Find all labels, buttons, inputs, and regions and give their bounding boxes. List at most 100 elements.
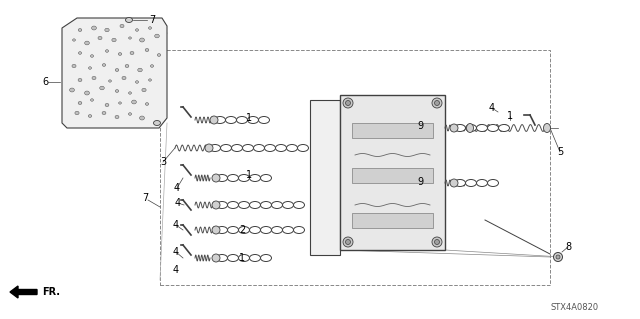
- Ellipse shape: [250, 174, 260, 182]
- Text: 1: 1: [239, 253, 245, 263]
- Text: STX4A0820: STX4A0820: [551, 303, 599, 313]
- Ellipse shape: [435, 240, 440, 244]
- Ellipse shape: [212, 254, 220, 262]
- Ellipse shape: [346, 240, 351, 244]
- Ellipse shape: [84, 91, 90, 95]
- Ellipse shape: [138, 68, 142, 72]
- Polygon shape: [62, 18, 167, 128]
- Ellipse shape: [477, 180, 488, 187]
- Ellipse shape: [209, 145, 221, 152]
- Ellipse shape: [232, 145, 243, 152]
- Ellipse shape: [454, 124, 465, 131]
- Ellipse shape: [212, 226, 220, 234]
- Ellipse shape: [287, 145, 298, 152]
- Ellipse shape: [118, 102, 122, 104]
- Ellipse shape: [250, 255, 260, 262]
- Ellipse shape: [260, 255, 271, 262]
- Ellipse shape: [132, 100, 136, 104]
- Ellipse shape: [253, 145, 264, 152]
- Ellipse shape: [260, 174, 271, 182]
- Ellipse shape: [239, 226, 250, 234]
- Text: 6: 6: [42, 77, 48, 87]
- Ellipse shape: [275, 145, 287, 152]
- Ellipse shape: [250, 226, 260, 234]
- Ellipse shape: [115, 115, 119, 119]
- Ellipse shape: [125, 18, 132, 23]
- Bar: [352, 168, 433, 183]
- Ellipse shape: [450, 124, 458, 132]
- Ellipse shape: [118, 53, 122, 56]
- Text: 4: 4: [173, 265, 179, 275]
- Ellipse shape: [92, 76, 96, 80]
- Text: 1: 1: [246, 113, 252, 123]
- Ellipse shape: [150, 65, 154, 67]
- Text: 8: 8: [565, 242, 571, 252]
- Ellipse shape: [282, 226, 294, 234]
- Ellipse shape: [346, 100, 351, 106]
- Text: 9: 9: [417, 177, 423, 187]
- FancyArrow shape: [10, 286, 37, 298]
- Ellipse shape: [115, 90, 118, 93]
- Ellipse shape: [136, 29, 138, 31]
- Ellipse shape: [264, 145, 275, 152]
- Ellipse shape: [488, 180, 499, 187]
- Ellipse shape: [78, 28, 82, 32]
- Ellipse shape: [221, 145, 232, 152]
- Ellipse shape: [78, 52, 82, 54]
- Ellipse shape: [145, 48, 149, 51]
- Ellipse shape: [105, 28, 109, 32]
- Ellipse shape: [98, 36, 102, 40]
- Ellipse shape: [227, 202, 239, 209]
- Ellipse shape: [212, 174, 220, 182]
- Ellipse shape: [90, 99, 93, 101]
- Bar: [352, 213, 433, 228]
- Ellipse shape: [216, 255, 227, 262]
- Ellipse shape: [227, 174, 239, 182]
- Ellipse shape: [210, 116, 218, 124]
- Ellipse shape: [467, 123, 474, 132]
- Ellipse shape: [148, 79, 152, 81]
- Ellipse shape: [72, 39, 76, 41]
- Ellipse shape: [154, 121, 161, 125]
- Ellipse shape: [239, 255, 250, 262]
- Ellipse shape: [130, 51, 134, 55]
- Ellipse shape: [227, 226, 239, 234]
- Bar: [352, 123, 433, 138]
- Ellipse shape: [298, 145, 308, 152]
- Ellipse shape: [125, 64, 129, 68]
- Ellipse shape: [205, 144, 213, 152]
- Ellipse shape: [78, 101, 82, 105]
- Text: 7: 7: [142, 193, 148, 203]
- Ellipse shape: [465, 124, 477, 131]
- Ellipse shape: [105, 103, 109, 107]
- Ellipse shape: [142, 88, 146, 92]
- Ellipse shape: [454, 180, 465, 187]
- Ellipse shape: [477, 124, 488, 131]
- Ellipse shape: [488, 124, 499, 131]
- Ellipse shape: [78, 78, 82, 82]
- Ellipse shape: [237, 116, 248, 123]
- Ellipse shape: [543, 123, 550, 132]
- Ellipse shape: [214, 116, 225, 123]
- Ellipse shape: [432, 98, 442, 108]
- Text: 4: 4: [173, 247, 179, 257]
- Ellipse shape: [294, 202, 305, 209]
- Ellipse shape: [75, 111, 79, 115]
- Ellipse shape: [343, 237, 353, 247]
- Ellipse shape: [554, 253, 563, 262]
- Ellipse shape: [239, 174, 250, 182]
- Ellipse shape: [239, 202, 250, 209]
- Ellipse shape: [435, 100, 440, 106]
- Ellipse shape: [155, 34, 159, 38]
- Ellipse shape: [90, 55, 93, 57]
- Ellipse shape: [157, 54, 161, 56]
- Ellipse shape: [106, 50, 109, 52]
- Ellipse shape: [248, 116, 259, 123]
- Ellipse shape: [120, 24, 124, 28]
- Ellipse shape: [112, 38, 116, 42]
- Ellipse shape: [243, 145, 253, 152]
- Text: 4: 4: [175, 198, 181, 208]
- Ellipse shape: [84, 41, 90, 45]
- Text: 1: 1: [246, 170, 252, 180]
- Ellipse shape: [259, 116, 269, 123]
